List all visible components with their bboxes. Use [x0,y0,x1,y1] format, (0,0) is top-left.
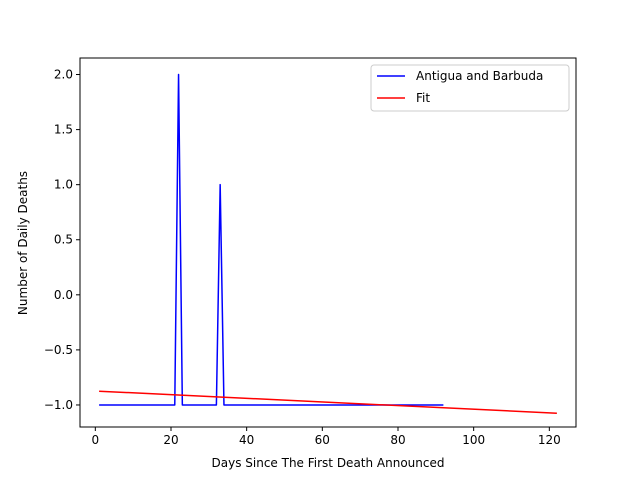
y-tick-label: 0.5 [54,233,73,247]
plot-area [99,73,557,414]
y-tick-label: 2.0 [54,68,73,82]
x-axis-ticks: 0 20 40 60 80 100 120 [92,427,561,447]
legend-box [370,64,570,112]
x-tick-label: 20 [163,433,178,447]
legend-label: Fit [416,91,430,105]
series-line-antigua-and-barbuda [99,73,444,406]
y-tick-label: 0.0 [54,288,73,302]
x-tick-label: 120 [538,433,561,447]
x-tick-label: 80 [390,433,405,447]
x-axis-label: Days Since The First Death Announced [212,456,445,470]
y-tick-label: −1.0 [44,398,73,412]
y-tick-label: 1.0 [54,178,73,192]
x-tick-label: 0 [92,433,100,447]
y-axis-ticks: −1.0 −0.5 0.0 0.5 1.0 1.5 2.0 [44,68,80,412]
x-tick-label: 60 [315,433,330,447]
x-tick-label: 40 [239,433,254,447]
y-tick-label: 1.5 [54,123,73,137]
series-line-fit [99,390,557,414]
y-axis-label: Number of Daily Deaths [16,171,30,315]
y-tick-label: −0.5 [44,343,73,357]
x-tick-label: 100 [462,433,485,447]
legend: Antigua and Barbuda Fit [370,64,570,112]
legend-label: Antigua and Barbuda [416,69,543,83]
axes-frame [79,57,577,428]
